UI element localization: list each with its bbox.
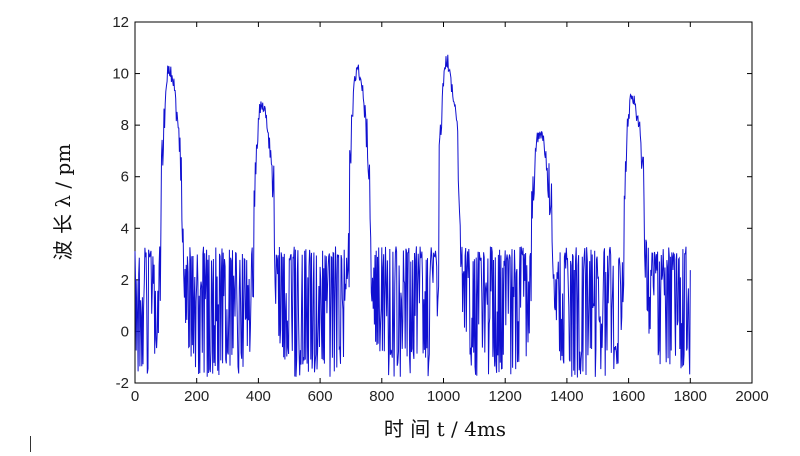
y-tick-label: 0 [121,323,129,340]
x-tick-label: 1200 [489,388,522,405]
text-cursor [30,436,31,452]
axis-ticks: 0 200 400 600 800 1000 1200 1400 1600 1800 2000-20… [112,14,768,405]
series-line [134,54,691,378]
x-tick-label: 1600 [612,388,645,405]
x-axis-title: 时 间 t / 4ms [384,417,506,441]
y-tick-label: 12 [112,14,129,31]
y-tick-label: 8 [121,117,129,134]
y-tick-label: 10 [112,66,129,83]
x-tick-label: 600 [308,388,333,405]
y-tick-label: 4 [121,220,129,237]
x-tick-label: 2000 [735,388,768,405]
x-tick-label: 1000 [427,388,460,405]
y-tick-label: 2 [121,272,129,289]
x-tick-label: 0 [131,388,139,405]
y-tick-label: 6 [121,169,129,186]
series-group [134,54,691,378]
y-axis-title: 波 长 λ / pm [51,144,75,261]
x-tick-label: 200 [184,388,209,405]
x-tick-label: 1400 [550,388,583,405]
x-tick-label: 400 [246,388,271,405]
x-tick-label: 1800 [674,388,707,405]
x-tick-label: 800 [369,388,394,405]
y-tick-label: -2 [116,375,129,392]
